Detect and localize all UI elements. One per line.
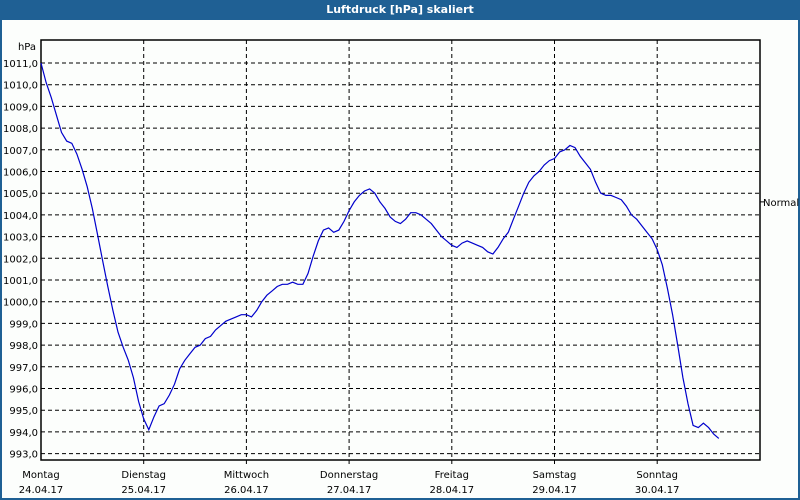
x-tick-day: Dienstag: [121, 470, 166, 481]
y-tick-label: 1003,0: [3, 233, 38, 244]
x-tick-date: 28.04.17: [430, 485, 475, 496]
normal-label: Normal: [763, 198, 799, 209]
grid-lines: [41, 40, 760, 464]
x-tick-day: Samstag: [533, 470, 577, 481]
x-tick-day: Freitag: [435, 470, 469, 481]
y-tick-label: 1005,0: [3, 189, 38, 200]
y-tick-label: 1009,0: [3, 102, 38, 113]
x-tick-date: 25.04.17: [121, 485, 166, 496]
pressure-line: [40, 62, 720, 439]
y-tick-label: 997,0: [9, 363, 38, 374]
plot-area: [40, 39, 761, 461]
y-tick-label: 994,0: [9, 428, 38, 439]
y-tick-label: 1011,0: [3, 59, 38, 70]
x-tick-date: 24.04.17: [19, 485, 64, 496]
x-tick-day: Mittwoch: [224, 470, 269, 481]
y-tick-label: 996,0: [9, 385, 38, 396]
y-tick-label: 1004,0: [3, 211, 38, 222]
x-axis-ticks: Montag 24.04.17 Dienstag 25.04.17 Mittwoch 26…: [19, 470, 680, 496]
x-tick-date: 27.04.17: [327, 485, 372, 496]
y-tick-label: 1006,0: [3, 168, 38, 179]
x-tick-day: Montag: [22, 470, 59, 481]
y-tick-label: 1010,0: [3, 81, 38, 92]
window-title: Luftdruck [hPa] skaliert: [0, 0, 800, 20]
x-tick-day: Sonntag: [636, 470, 678, 481]
y-tick-label: 1002,0: [3, 254, 38, 265]
y-axis-unit: hPa: [18, 42, 36, 53]
y-tick-label: 998,0: [9, 341, 38, 352]
y-tick-label: 1001,0: [3, 276, 38, 287]
y-tick-label: 993,0: [9, 450, 38, 461]
x-tick-day: Donnerstag: [320, 470, 378, 481]
x-tick-date: 26.04.17: [224, 485, 269, 496]
y-tick-label: 1007,0: [3, 146, 38, 157]
x-tick-date: 29.04.17: [532, 485, 577, 496]
y-tick-label: 999,0: [9, 319, 38, 330]
x-tick-date: 30.04.17: [635, 485, 680, 496]
y-tick-label: 995,0: [9, 406, 38, 417]
y-tick-label: 1008,0: [3, 124, 38, 135]
y-tick-label: 1000,0: [3, 298, 38, 309]
y-axis-ticks: 1011,0 1010,0 1009,0 1008,0 1007,0 1006,0 1005…: [3, 59, 38, 461]
